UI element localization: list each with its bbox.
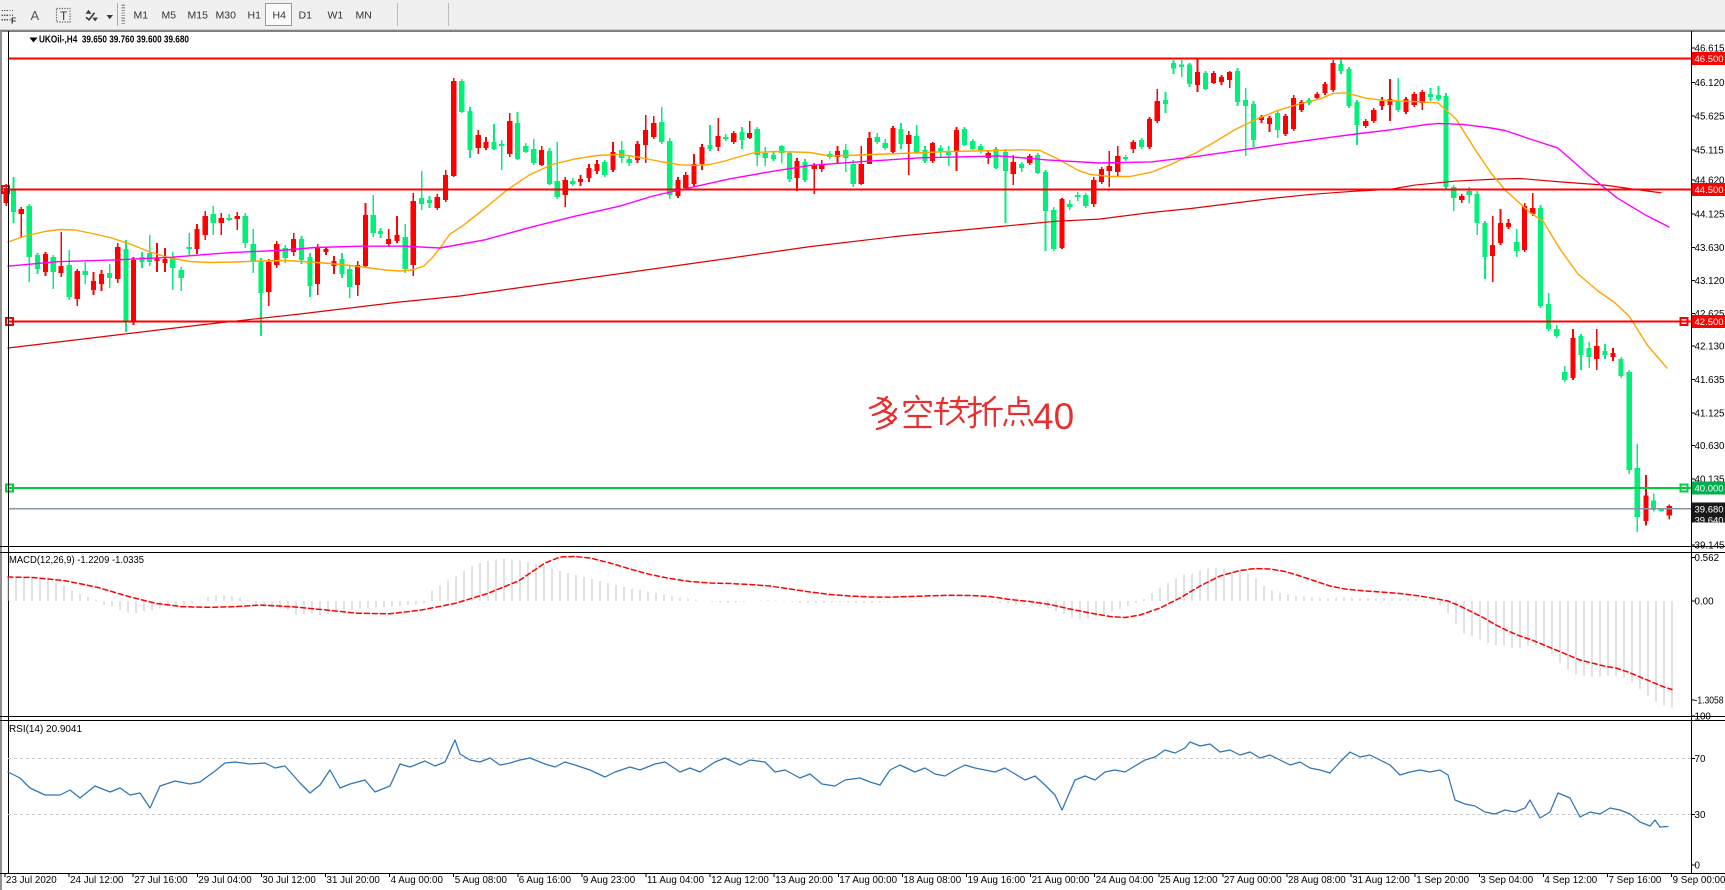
svg-text:3 Sep 04:00: 3 Sep 04:00 [1480, 875, 1533, 886]
svg-text:42.130: 42.130 [1695, 342, 1725, 353]
svg-text:24 Jul 12:00: 24 Jul 12:00 [70, 875, 124, 886]
svg-text:40.630: 40.630 [1695, 441, 1725, 452]
svg-text:9 Aug 23:00: 9 Aug 23:00 [583, 875, 636, 886]
svg-text:M15: M15 [188, 10, 209, 22]
svg-text:D1: D1 [299, 10, 313, 22]
svg-text:17 Aug 00:00: 17 Aug 00:00 [839, 875, 897, 886]
svg-text:12 Aug 12:00: 12 Aug 12:00 [711, 875, 769, 886]
svg-text:MN: MN [356, 10, 372, 22]
svg-text:40.135: 40.135 [1695, 474, 1725, 485]
svg-text:-1.3058: -1.3058 [1695, 696, 1724, 707]
svg-text:70: 70 [1695, 754, 1706, 765]
svg-text:21 Aug 00:00: 21 Aug 00:00 [1032, 875, 1090, 886]
svg-text:W1: W1 [328, 10, 344, 22]
svg-text:0.562: 0.562 [1695, 553, 1720, 564]
svg-text:40.000: 40.000 [1695, 484, 1724, 495]
svg-text:45.115: 45.115 [1695, 145, 1725, 156]
svg-text:28 Aug 08:00: 28 Aug 08:00 [1288, 875, 1346, 886]
svg-text:27 Aug 00:00: 27 Aug 00:00 [1224, 875, 1282, 886]
svg-text:1 Sep 20:00: 1 Sep 20:00 [1416, 875, 1469, 886]
svg-text:7 Sep 16:00: 7 Sep 16:00 [1609, 875, 1662, 886]
svg-text:25 Aug 12:00: 25 Aug 12:00 [1160, 875, 1218, 886]
svg-text:6 Aug 16:00: 6 Aug 16:00 [519, 875, 572, 886]
svg-text:46.120: 46.120 [1695, 78, 1725, 89]
svg-text:9 Sep 00:00: 9 Sep 00:00 [1673, 875, 1725, 886]
svg-text:18 Aug 08:00: 18 Aug 08:00 [903, 875, 961, 886]
svg-text:M30: M30 [216, 10, 237, 22]
svg-text:13 Aug 20:00: 13 Aug 20:00 [775, 875, 833, 886]
svg-text:H1: H1 [248, 10, 262, 22]
svg-text:4 Aug 00:00: 4 Aug 00:00 [391, 875, 444, 886]
svg-text:MACD(12,26,9) -1.2209 -1.0335: MACD(12,26,9) -1.2209 -1.0335 [9, 555, 144, 566]
svg-text:31 Aug 12:00: 31 Aug 12:00 [1352, 875, 1410, 886]
svg-text:UKOil-,H4 39.650 39.760 39.60: UKOil-,H4 39.650 39.760 39.600 39.680 [39, 34, 189, 46]
svg-text:30 Jul 12:00: 30 Jul 12:00 [262, 875, 316, 886]
svg-text:0: 0 [1695, 861, 1701, 872]
svg-text:F: F [11, 16, 16, 26]
svg-text:H4: H4 [273, 10, 287, 22]
svg-text:39.145: 39.145 [1695, 540, 1725, 551]
svg-text:100: 100 [1695, 712, 1712, 723]
svg-text:23 Jul 2020: 23 Jul 2020 [6, 875, 57, 886]
svg-text:46.615: 46.615 [1695, 44, 1725, 55]
svg-text:43.120: 43.120 [1695, 276, 1725, 287]
svg-text:M5: M5 [162, 10, 177, 22]
svg-text:41.125: 41.125 [1695, 408, 1725, 419]
svg-text:39.680: 39.680 [1695, 504, 1724, 515]
svg-text:39.640: 39.640 [1695, 516, 1724, 527]
svg-text:45.625: 45.625 [1695, 112, 1725, 123]
svg-text:A: A [31, 8, 40, 23]
svg-text:RSI(14) 20.9041: RSI(14) 20.9041 [9, 724, 82, 735]
svg-text:43.630: 43.630 [1695, 243, 1725, 254]
svg-text:40: 40 [1033, 396, 1074, 437]
svg-text:42.625: 42.625 [1695, 309, 1725, 320]
svg-text:4 Sep 12:00: 4 Sep 12:00 [1544, 875, 1597, 886]
svg-text:11 Aug 04:00: 11 Aug 04:00 [647, 875, 705, 886]
svg-text:19 Aug 16:00: 19 Aug 16:00 [968, 875, 1026, 886]
svg-text:0.00: 0.00 [1695, 597, 1715, 608]
svg-text:29 Jul 04:00: 29 Jul 04:00 [198, 875, 252, 886]
svg-text:24 Aug 04:00: 24 Aug 04:00 [1096, 875, 1154, 886]
svg-text:41.635: 41.635 [1695, 375, 1725, 386]
svg-text:27 Jul 16:00: 27 Jul 16:00 [134, 875, 188, 886]
svg-text:46.500: 46.500 [1695, 54, 1724, 65]
svg-text:30: 30 [1695, 810, 1706, 821]
svg-text:5 Aug 08:00: 5 Aug 08:00 [455, 875, 508, 886]
svg-text:42.500: 42.500 [1695, 317, 1724, 328]
svg-text:31 Jul 20:00: 31 Jul 20:00 [327, 875, 381, 886]
svg-text:44.500: 44.500 [1695, 185, 1724, 196]
svg-text:T: T [60, 9, 68, 23]
svg-text:M1: M1 [134, 10, 149, 22]
svg-text:44.620: 44.620 [1695, 176, 1725, 187]
svg-text:44.125: 44.125 [1695, 210, 1725, 221]
